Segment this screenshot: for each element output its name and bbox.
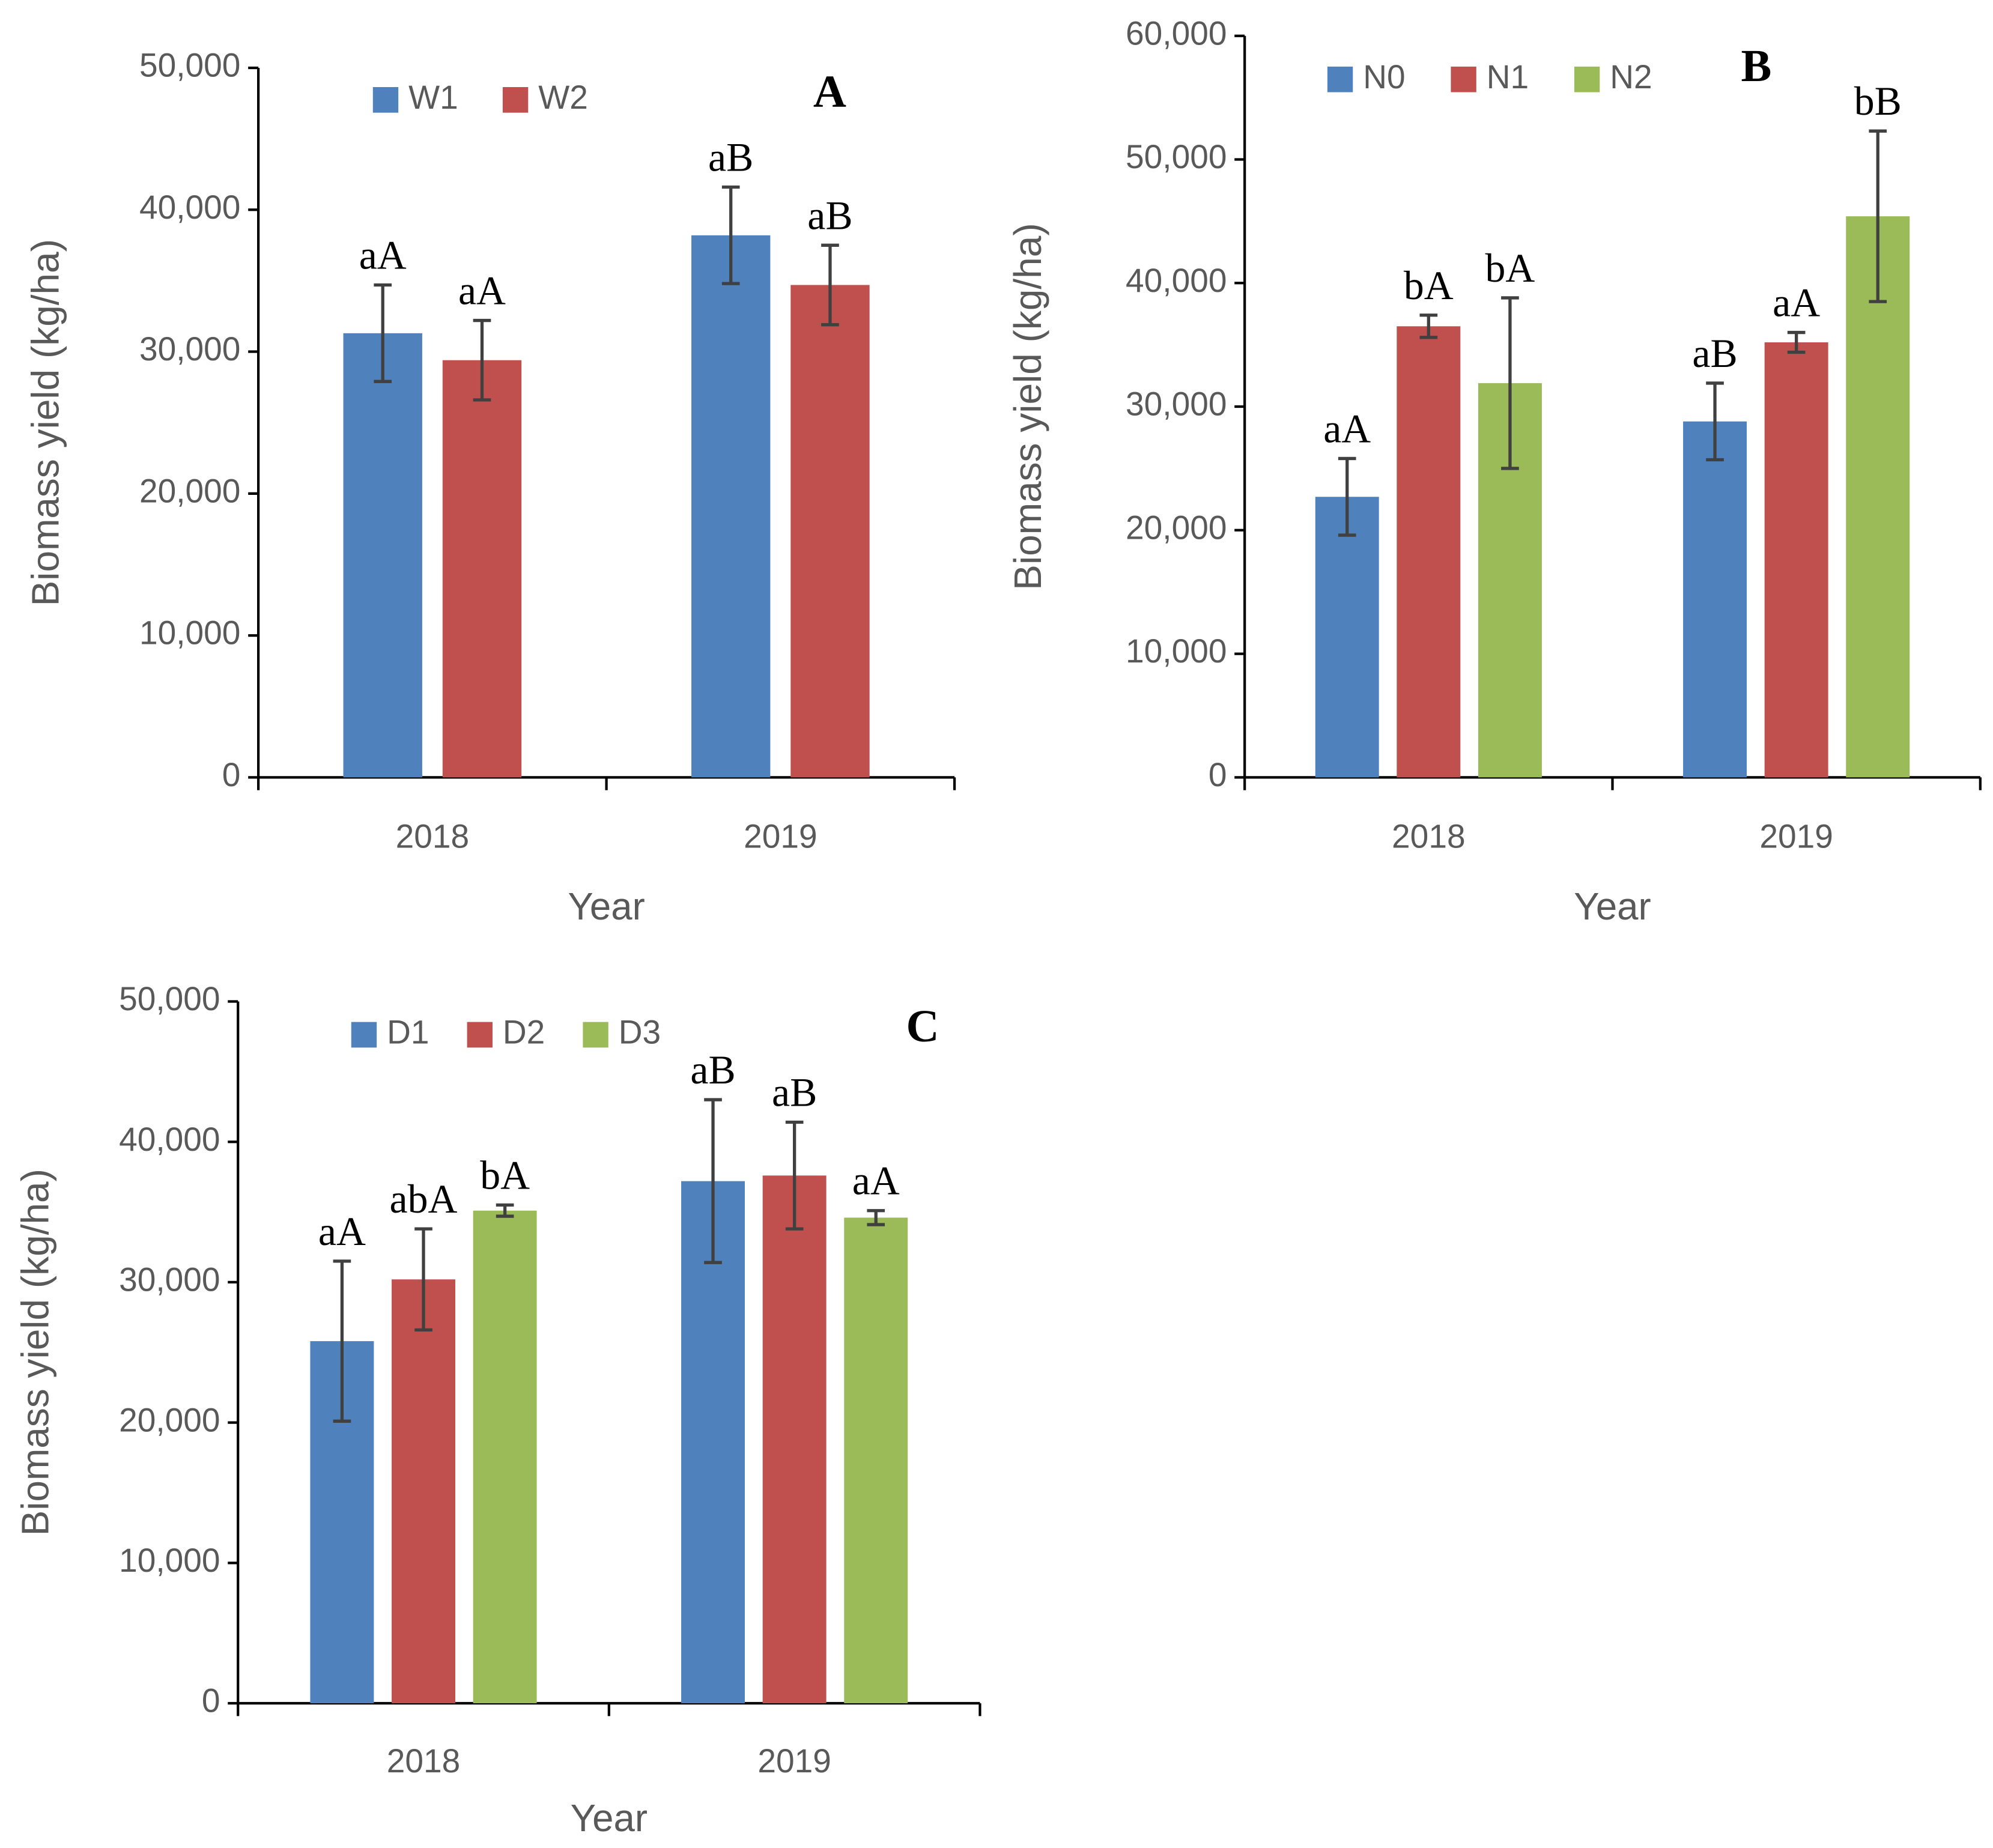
bar (691, 235, 771, 778)
significance-label: aB (708, 134, 753, 180)
significance-label: aA (852, 1158, 900, 1204)
legend-label: W2 (538, 79, 588, 116)
y-tick-label: 30,000 (119, 1261, 220, 1298)
significance-label: aB (807, 192, 852, 238)
bar (1846, 216, 1910, 778)
bar (790, 285, 870, 778)
legend-swatch (372, 87, 399, 113)
y-tick-label: 40,000 (139, 189, 240, 226)
bar (1764, 342, 1828, 778)
legend-swatch (1327, 66, 1353, 92)
x-tick-label: 2019 (757, 1742, 831, 1780)
y-tick-label: 60,000 (1126, 14, 1227, 52)
bar (442, 360, 522, 778)
y-tick-label: 10,000 (119, 1542, 220, 1579)
significance-label: aB (772, 1069, 817, 1115)
y-axis-title: Biomass yield (kg/ha) (1006, 223, 1049, 590)
x-tick-label: 2018 (396, 817, 470, 855)
bar (681, 1181, 745, 1704)
significance-label: aA (1773, 279, 1820, 325)
significance-label: aA (1323, 405, 1371, 451)
x-tick-label: 2018 (387, 1742, 461, 1780)
bar (392, 1279, 455, 1704)
bar (1683, 421, 1747, 778)
significance-label: aA (318, 1208, 366, 1254)
y-tick-label: 20,000 (139, 472, 240, 509)
x-axis-title: Year (571, 1796, 648, 1840)
x-axis-title: Year (1574, 885, 1651, 928)
bar (1315, 497, 1379, 778)
bar (473, 1210, 537, 1704)
y-tick-label: 30,000 (139, 330, 240, 368)
panel-letter: B (1741, 40, 1771, 91)
legend-swatch (351, 1022, 377, 1048)
significance-label: aB (1692, 330, 1737, 376)
y-tick-label: 50,000 (139, 46, 240, 83)
significance-label: bA (1485, 245, 1535, 291)
legend-swatch (467, 1022, 493, 1048)
legend-swatch (502, 87, 529, 113)
legend-label: D3 (619, 1013, 661, 1050)
significance-label: bA (480, 1152, 530, 1198)
legend-swatch (583, 1022, 608, 1048)
bar (343, 333, 422, 778)
y-tick-label: 20,000 (119, 1401, 220, 1438)
legend-label: D2 (503, 1013, 545, 1050)
x-tick-label: 2018 (1392, 817, 1466, 855)
x-tick-label: 2019 (744, 817, 818, 855)
y-tick-label: 30,000 (1126, 386, 1227, 423)
y-tick-label: 0 (202, 1682, 220, 1719)
bar (762, 1175, 827, 1704)
legend-label: W1 (408, 79, 458, 116)
y-tick-label: 20,000 (1126, 509, 1227, 546)
significance-label: aB (690, 1047, 735, 1092)
y-tick-label: 50,000 (119, 980, 220, 1017)
legend-label: D1 (387, 1013, 429, 1050)
significance-label: aA (359, 232, 407, 277)
y-tick-label: 40,000 (119, 1121, 220, 1158)
significance-label: abA (390, 1176, 458, 1222)
legend-label: N2 (1610, 58, 1652, 95)
panel-letter: C (906, 1001, 939, 1052)
bar (844, 1217, 908, 1704)
y-tick-label: 50,000 (1126, 138, 1227, 175)
significance-label: aA (458, 267, 506, 313)
y-tick-label: 0 (1209, 756, 1227, 793)
legend-swatch (1574, 66, 1600, 92)
significance-label: bB (1854, 78, 1902, 124)
legend-label: N0 (1363, 58, 1405, 95)
y-tick-label: 10,000 (1126, 632, 1227, 670)
x-tick-label: 2019 (1759, 817, 1833, 855)
y-axis-title: Biomass yield (kg/ha) (14, 1169, 57, 1536)
legend-label: N1 (1487, 58, 1529, 95)
y-tick-label: 10,000 (139, 614, 240, 652)
y-tick-label: 0 (222, 756, 241, 793)
x-axis-title: Year (568, 885, 645, 928)
significance-label: bA (1404, 262, 1454, 308)
panel-letter: A (813, 65, 846, 117)
y-tick-label: 40,000 (1126, 262, 1227, 299)
legend-swatch (1451, 66, 1476, 92)
bar (1397, 326, 1461, 778)
y-axis-title: Biomass yield (kg/ha) (23, 239, 67, 606)
